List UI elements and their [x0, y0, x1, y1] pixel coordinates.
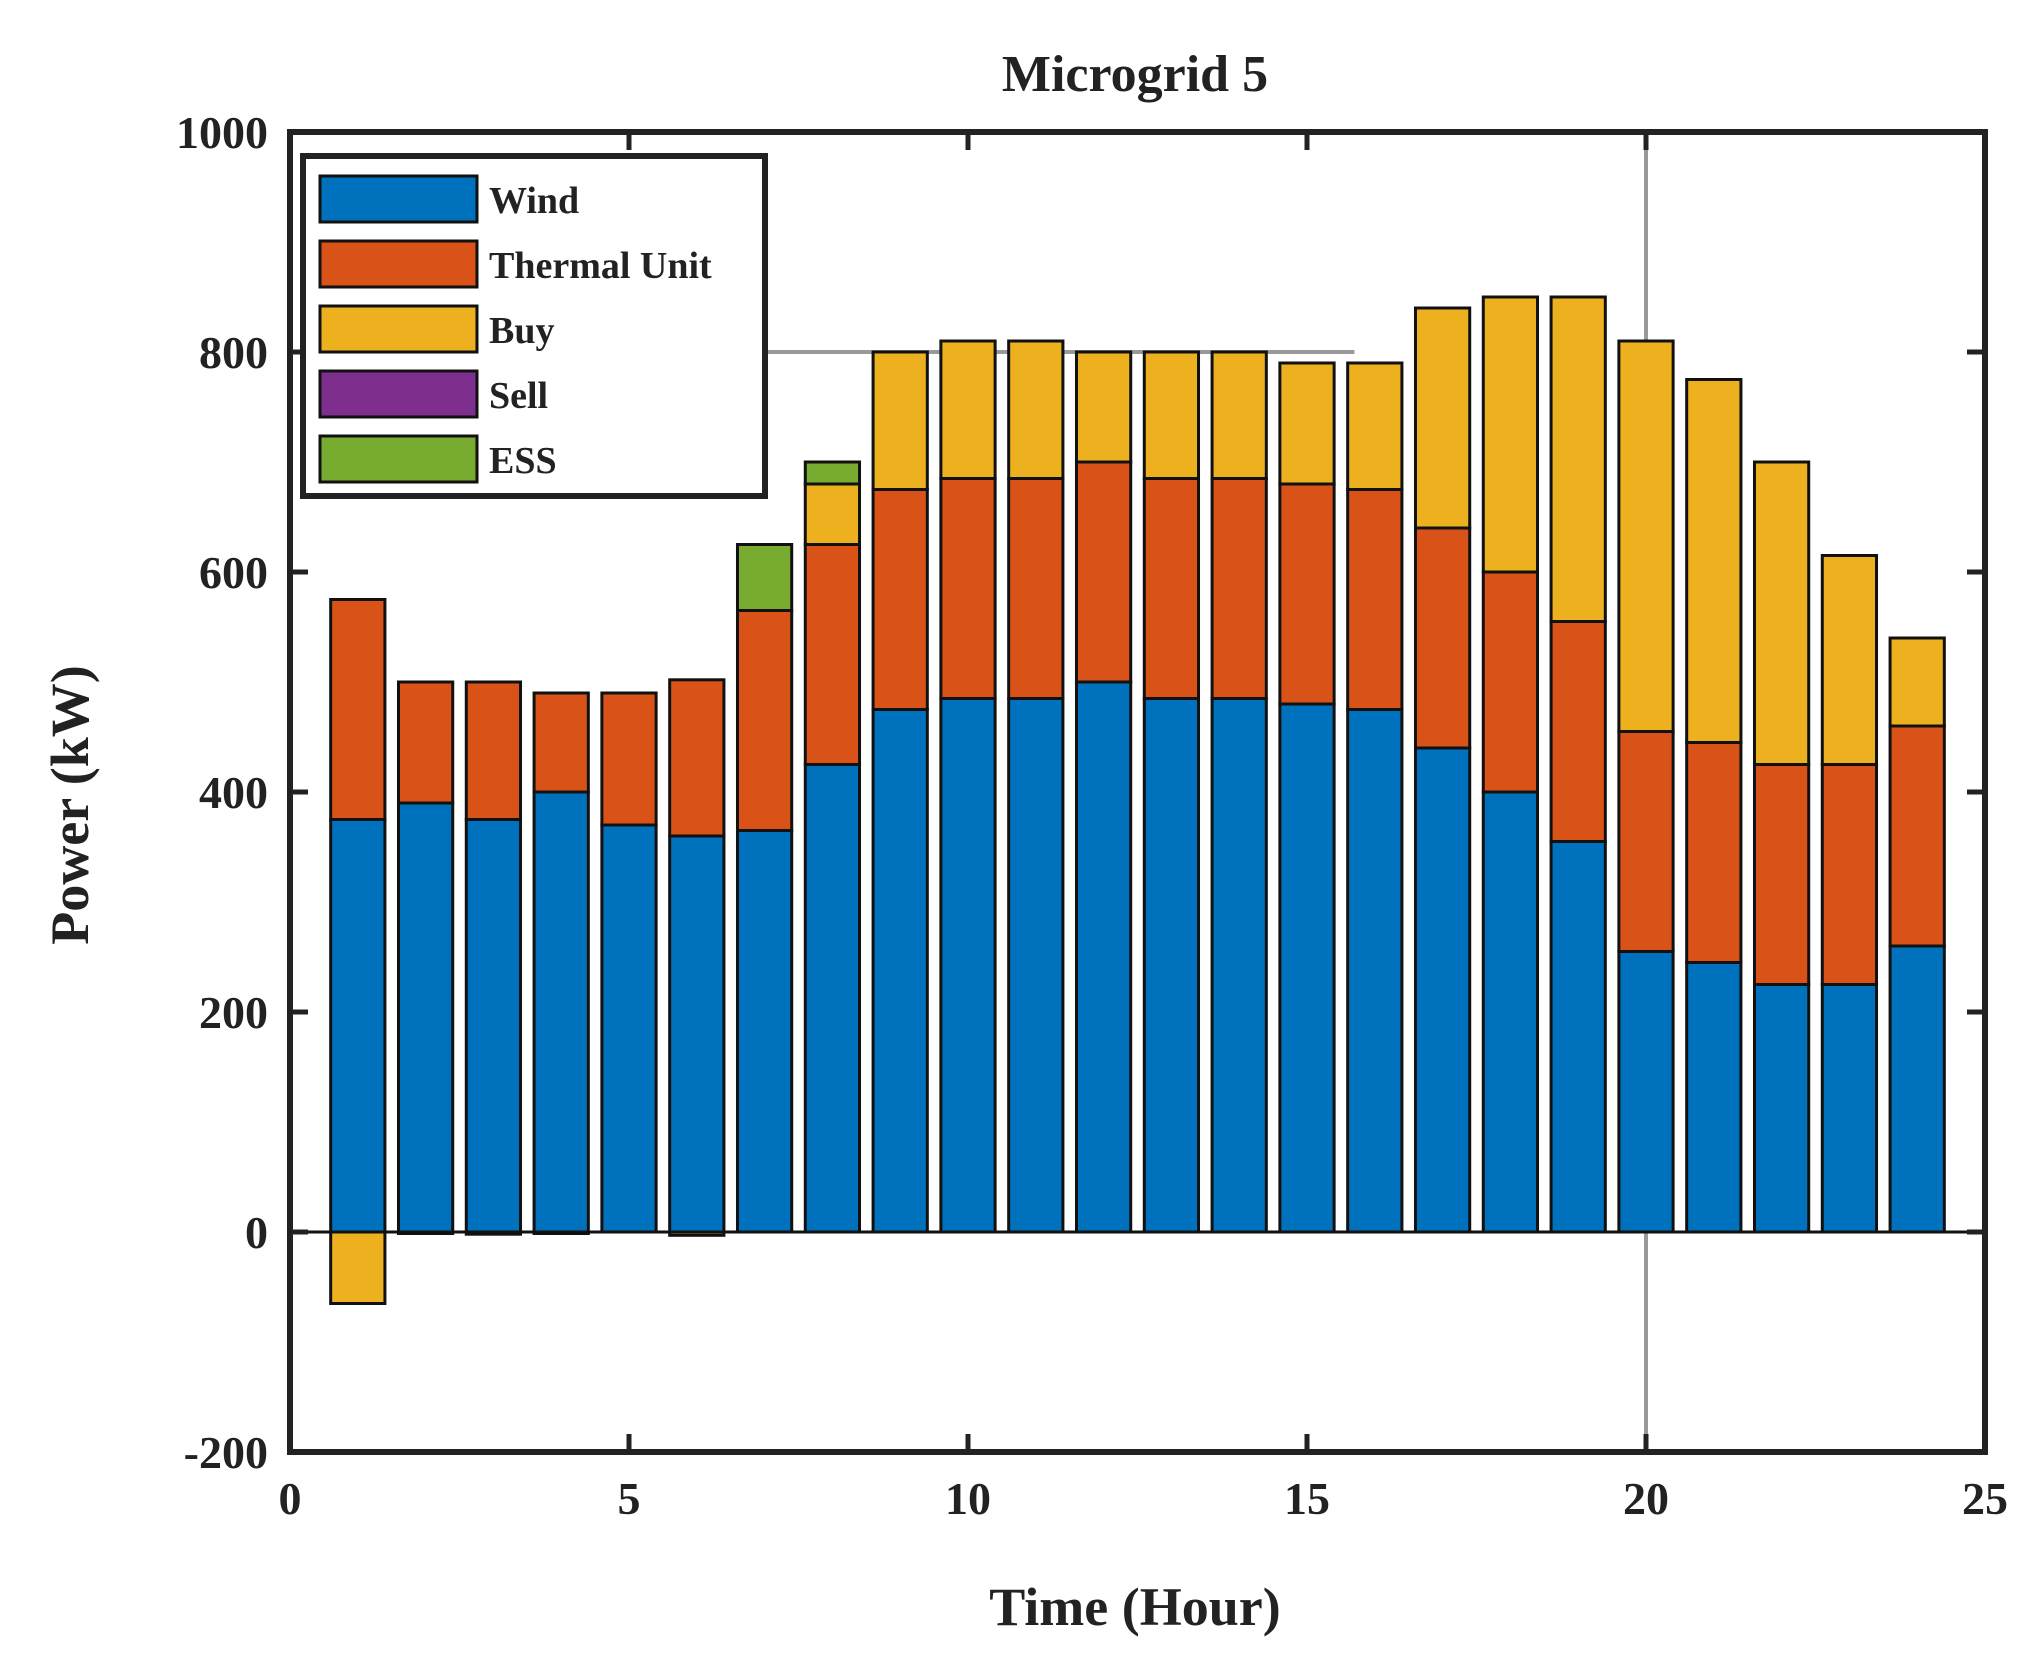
bar-thermal-unit-hour-1: [329, 598, 387, 821]
y-tick-label: 200: [199, 987, 268, 1038]
bar-buy-hour-21: [1685, 378, 1743, 744]
legend: Wind Thermal Unit Buy Sell ESS: [300, 153, 768, 499]
legend-swatch-ess: [318, 434, 479, 484]
bar-wind-hour-3: [464, 818, 523, 1234]
bar-thermal-unit-hour-6: [668, 678, 726, 838]
bar-thermal-unit-hour-15: [1278, 482, 1336, 706]
bar-buy-hour-19: [1549, 295, 1607, 623]
x-tick-label: 15: [1284, 1473, 1330, 1524]
legend-label-wind: Wind: [489, 180, 579, 222]
x-tick-label: 10: [945, 1473, 991, 1524]
legend-swatch-wind: [318, 174, 479, 224]
bar-thermal-unit-hour-13: [1142, 477, 1201, 700]
bar-thermal-unit-hour-20: [1617, 730, 1675, 953]
y-tick-label: 0: [245, 1207, 268, 1258]
x-tick-label: 0: [279, 1473, 302, 1524]
bar-thermal-unit-hour-17: [1413, 526, 1472, 750]
bar-ess-hour-7: [735, 543, 794, 612]
bar-wind-hour-5: [600, 823, 658, 1234]
bar-thermal-unit-hour-22: [1752, 763, 1811, 986]
bar-wind-hour-9: [871, 708, 929, 1234]
legend-label-buy: Buy: [489, 310, 554, 352]
bar-thermal-unit-hour-23: [1820, 763, 1879, 986]
bar-thermal-unit-hour-8: [803, 543, 862, 766]
bar-buy-hour-13: [1142, 350, 1201, 480]
plot-area: 0 5 10 15 20 25-20002004006008001000WindTherm…: [176, 107, 2008, 1524]
bar-thermal-unit-hour-4: [532, 691, 590, 794]
bar-wind-hour-2: [396, 801, 455, 1234]
y-tick-label: 800: [199, 327, 268, 378]
bar-buy-hour-1: [329, 1230, 387, 1305]
bar-buy-hour-23: [1820, 554, 1879, 766]
bar-thermal-unit-hour-3: [464, 680, 523, 821]
bar-wind-hour-19: [1549, 840, 1607, 1234]
bar-thermal-unit-hour-12: [1074, 460, 1133, 684]
y-tick-label: -200: [184, 1427, 268, 1478]
legend-label-ess: ESS: [489, 440, 557, 482]
bar-thermal-unit-hour-16: [1346, 488, 1404, 711]
chart-title: Microgrid 5: [1002, 46, 1268, 103]
bar-thermal-unit-hour-10: [939, 477, 997, 700]
bar-buy-hour-20: [1617, 339, 1675, 733]
legend-label-sell: Sell: [489, 375, 548, 417]
y-tick-label: 400: [199, 767, 268, 818]
bar-wind-hour-12: [1074, 680, 1133, 1234]
bar-buy-hour-12: [1074, 350, 1133, 464]
x-tick-label: 20: [1623, 1473, 1669, 1524]
bar-thermal-unit-hour-7: [735, 609, 794, 832]
bar-thermal-unit-hour-14: [1210, 477, 1268, 700]
bar-thermal-unit-hour-21: [1685, 741, 1743, 964]
bar-thermal-unit-hour-5: [600, 691, 658, 827]
bar-wind-hour-22: [1752, 983, 1811, 1234]
bar-thermal-unit-hour-19: [1549, 620, 1607, 843]
bar-wind-hour-13: [1142, 697, 1201, 1234]
bar-buy-hour-18: [1481, 295, 1540, 574]
bar-buy-hour-10: [939, 339, 997, 480]
bar-buy-hour-15: [1278, 361, 1336, 486]
bar-wind-hour-14: [1210, 697, 1268, 1234]
bar-wind-hour-15: [1278, 702, 1336, 1234]
bar-wind-hour-17: [1413, 746, 1472, 1234]
legend-label-thermal-unit: Thermal Unit: [489, 245, 712, 287]
bars: [329, 295, 1946, 1305]
legend-swatch-thermal-unit: [318, 239, 479, 289]
bar-wind-hour-6: [668, 834, 726, 1234]
bar-buy-hour-22: [1752, 460, 1811, 766]
bar-thermal-unit-hour-24: [1888, 724, 1946, 948]
bar-wind-hour-8: [803, 763, 862, 1234]
bar-wind-hour-7: [735, 829, 794, 1234]
bar-thermal-unit-hour-2: [396, 680, 455, 805]
bar-thermal-unit-hour-11: [1007, 477, 1065, 700]
legend-swatch-sell: [318, 369, 479, 419]
bar-buy-hour-24: [1888, 636, 1946, 728]
y-tick-label: 1000: [176, 107, 268, 158]
bar-wind-hour-16: [1346, 708, 1404, 1234]
bar-wind-hour-23: [1820, 983, 1879, 1234]
bar-wind-hour-20: [1617, 950, 1675, 1234]
bar-buy-hour-8: [803, 482, 862, 546]
bar-thermal-unit-hour-18: [1481, 570, 1540, 794]
x-tick-label: 25: [1962, 1473, 2008, 1524]
bar-wind-hour-4: [532, 790, 590, 1234]
bar-buy-hour-16: [1346, 361, 1404, 491]
bar-buy-hour-9: [871, 350, 929, 491]
bar-wind-hour-10: [939, 697, 997, 1234]
bar-ess-hour-8: [803, 460, 862, 486]
legend-swatch-buy: [318, 304, 479, 354]
bar-buy-hour-14: [1210, 350, 1268, 480]
bar-wind-hour-11: [1007, 697, 1065, 1234]
y-tick-label: 600: [199, 547, 268, 598]
bar-wind-hour-24: [1888, 944, 1946, 1234]
bar-buy-hour-17: [1413, 306, 1472, 530]
bar-wind-hour-21: [1685, 961, 1743, 1234]
bar-wind-hour-18: [1481, 790, 1540, 1234]
bar-buy-hour-11: [1007, 339, 1065, 480]
x-tick-label: 5: [618, 1473, 641, 1524]
bar-thermal-unit-hour-9: [871, 488, 929, 711]
y-axis-label: Power (kW): [40, 665, 100, 944]
x-axis-label: Time (Hour): [989, 1577, 1280, 1637]
bar-wind-hour-1: [329, 818, 387, 1234]
